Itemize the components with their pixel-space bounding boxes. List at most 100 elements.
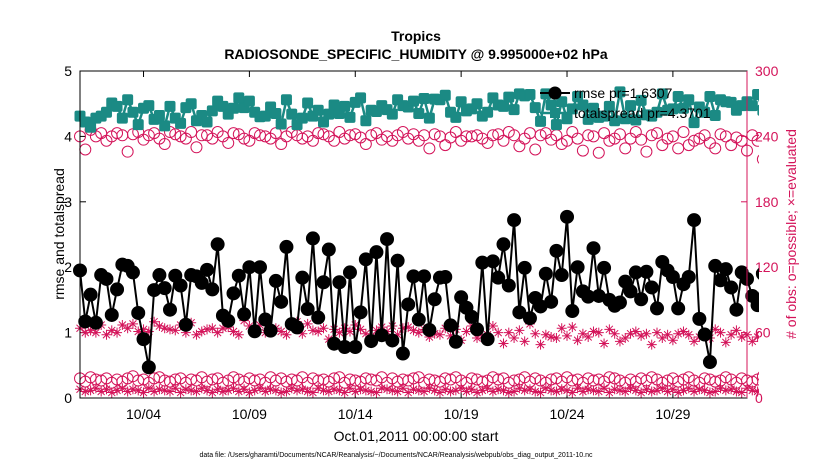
obs-evaluated-point <box>339 387 350 398</box>
rmse-point <box>380 232 395 247</box>
obs-evaluated-point <box>461 326 472 337</box>
obs-evaluated-point <box>599 383 610 394</box>
obs-evaluated-point <box>800 330 810 340</box>
obs-possible-point <box>142 129 155 142</box>
obs-possible-point <box>486 129 499 142</box>
obs-possible-point <box>661 132 674 145</box>
rmse-point <box>401 297 416 312</box>
obs-evaluated-point <box>731 386 742 397</box>
totalspread-point <box>699 106 711 118</box>
totalspread-point <box>111 100 123 112</box>
obs-evaluated-point <box>80 327 91 338</box>
obs-evaluated-point <box>530 386 541 397</box>
obs-possible-point <box>227 371 240 384</box>
obs-evaluated-point <box>493 384 504 395</box>
obs-evaluated-point <box>763 385 773 395</box>
obs-possible-point <box>195 129 208 142</box>
totalspread-point <box>455 96 467 108</box>
obs-evaluated-point <box>614 385 625 396</box>
obs-possible-point <box>688 134 701 147</box>
rmse-point <box>88 315 103 330</box>
obs-evaluated-point <box>202 385 213 396</box>
totalspread-point <box>524 89 536 101</box>
rmse-point <box>422 322 437 337</box>
obs-possible-point <box>794 375 805 386</box>
totalspread-point <box>233 92 245 104</box>
obs-evaluated-point <box>376 383 387 394</box>
rmse-point <box>231 268 246 283</box>
rmse-point <box>332 275 347 290</box>
obs-possible-point <box>449 126 462 139</box>
obs-evaluated-point <box>138 387 149 398</box>
obs-possible-point <box>816 362 827 373</box>
obs-evaluated-point <box>646 386 657 397</box>
obs-evaluated-point <box>366 386 377 397</box>
obs-possible-point <box>582 129 595 142</box>
obs-evaluated-point <box>112 327 123 338</box>
obs-evaluated-point <box>646 339 657 350</box>
obs-evaluated-point <box>588 326 599 337</box>
obs-possible-point <box>402 374 415 387</box>
obs-evaluated-point <box>164 324 175 335</box>
obs-evaluated-point <box>434 387 445 398</box>
obs-evaluated-point <box>276 387 287 398</box>
obs-evaluated-point <box>800 388 810 398</box>
rmse-point <box>799 267 812 280</box>
totalspread-point <box>795 109 805 119</box>
rmse-point <box>258 312 273 327</box>
data-file-footnote: data file: /Users/gharamti/Documents/NCA… <box>199 452 593 459</box>
rmse-point <box>820 281 830 294</box>
rmse-point <box>804 295 817 308</box>
obs-evaluated-point <box>101 384 112 395</box>
totalspread-point <box>471 98 483 110</box>
totalspread-point <box>143 100 155 112</box>
obs-evaluated-point <box>302 318 313 329</box>
rmse-point <box>205 282 220 297</box>
y-left-tick-label: 0 <box>64 390 72 406</box>
obs-evaluated-point <box>636 387 647 398</box>
y-axis-right-label: # of obs: o=possible; ×=evaluated <box>783 129 799 339</box>
obs-evaluated-point <box>540 383 551 394</box>
obs-evaluated-point <box>138 324 149 335</box>
rmse-point <box>755 267 759 280</box>
obs-evaluated-point <box>85 385 96 396</box>
obs-evaluated-point <box>636 330 647 341</box>
obs-evaluated-point <box>726 384 737 395</box>
totalspread-point <box>259 110 271 122</box>
obs-evaluated-point <box>403 322 414 333</box>
rmse-point <box>448 334 463 349</box>
obs-evaluated-point <box>784 384 794 394</box>
rmse-point <box>750 298 759 313</box>
obs-possible-point <box>768 373 779 384</box>
obs-evaluated-point <box>726 329 737 340</box>
obs-possible-point <box>174 130 187 143</box>
obs-evaluated-point <box>519 336 530 347</box>
totalspread-point <box>508 104 520 116</box>
rmse-point <box>295 270 310 285</box>
obs-possible-point <box>169 128 182 141</box>
obs-possible-point <box>810 130 821 141</box>
totalspread-point <box>408 95 419 107</box>
obs-possible-point <box>635 133 648 146</box>
totalspread-point <box>784 110 794 120</box>
obs-evaluated-point <box>652 385 663 396</box>
obs-possible-point <box>666 130 679 143</box>
obs-evaluated-point <box>350 386 361 397</box>
rmse-point <box>104 307 119 322</box>
rmse-point <box>311 310 326 325</box>
totalspread-point <box>423 112 435 124</box>
obs-evaluated-point <box>736 387 747 398</box>
totalspread-point <box>85 121 97 133</box>
totalspread-point <box>763 93 773 103</box>
rmse-point <box>560 209 575 224</box>
obs-evaluated-point <box>620 386 631 397</box>
obs-evaluated-point <box>212 384 223 395</box>
obs-possible-point <box>714 128 727 141</box>
obs-evaluated-point <box>445 386 456 397</box>
obs-evaluated-point <box>212 327 223 338</box>
obs-evaluated-point <box>382 384 393 395</box>
obs-evaluated-point <box>413 385 424 396</box>
obs-possible-point <box>619 142 632 155</box>
obs-possible-point <box>779 374 790 385</box>
obs-evaluated-point <box>318 385 329 396</box>
